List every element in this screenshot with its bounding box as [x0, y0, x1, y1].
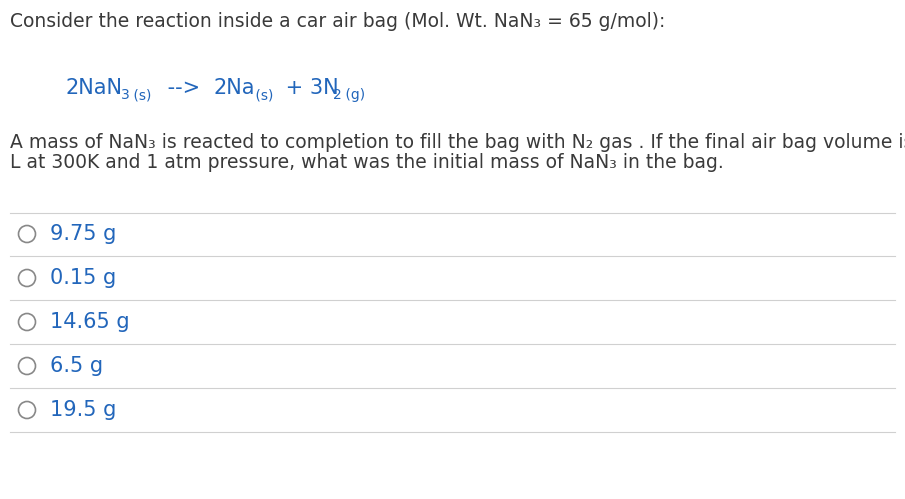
Text: 2: 2	[333, 88, 342, 102]
Text: (s): (s)	[129, 88, 151, 102]
Text: 2Na: 2Na	[213, 78, 254, 98]
Text: -->: -->	[161, 78, 206, 98]
Text: + 3N: + 3N	[279, 78, 338, 98]
Text: L at 300K and 1 atm pressure, what was the initial mass of NaN₃ in the bag.: L at 300K and 1 atm pressure, what was t…	[10, 153, 724, 172]
Text: 0.15 g: 0.15 g	[50, 268, 116, 288]
Text: 14.65 g: 14.65 g	[50, 312, 129, 332]
Text: 3: 3	[121, 88, 129, 102]
Text: 19.5 g: 19.5 g	[50, 400, 117, 420]
Text: 6.5 g: 6.5 g	[50, 356, 103, 376]
Text: 9.75 g: 9.75 g	[50, 224, 117, 244]
Text: Consider the reaction inside a car air bag (Mol. Wt. NaN₃ = 65 g/mol):: Consider the reaction inside a car air b…	[10, 12, 665, 31]
Text: (s): (s)	[251, 88, 273, 102]
Text: 2NaN: 2NaN	[65, 78, 122, 98]
Text: (g): (g)	[341, 88, 365, 102]
Text: A mass of NaN₃ is reacted to completion to fill the bag with N₂ gas . If the fin: A mass of NaN₃ is reacted to completion …	[10, 133, 905, 152]
